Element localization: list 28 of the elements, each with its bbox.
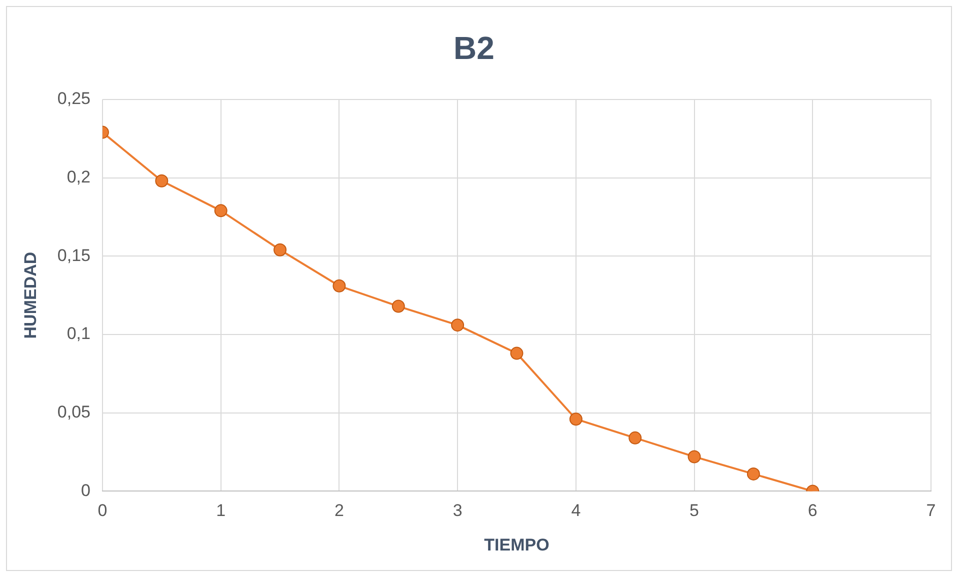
y-tick-label: 0 (81, 480, 90, 500)
point (746, 467, 760, 480)
point (274, 243, 287, 256)
y-axis-title: HUMEDAD (20, 252, 40, 339)
point (392, 300, 405, 313)
point (628, 431, 642, 444)
chart-title: B2 (454, 30, 494, 66)
y-tick-label: 0,2 (66, 167, 90, 186)
y-tick-label: 0,1 (66, 324, 90, 344)
x-tick-label: 6 (808, 501, 818, 520)
point (569, 412, 582, 426)
x-axis-title: TIEMPO (484, 535, 550, 554)
point (451, 318, 464, 332)
x-tick-label: 0 (98, 501, 108, 520)
y-tick-label: 0,05 (57, 402, 90, 422)
x-tick-label: 4 (571, 501, 581, 520)
point (214, 204, 228, 218)
point (510, 346, 524, 360)
point (688, 450, 701, 464)
y-tick-label: 0,25 (57, 89, 90, 108)
point (155, 174, 168, 188)
x-tick-label: 5 (690, 501, 700, 520)
point (332, 279, 346, 292)
x-tick-label: 2 (334, 501, 344, 520)
x-tick-label: 1 (216, 501, 226, 520)
x-tick-label: 3 (452, 501, 462, 520)
y-tick-label: 0,15 (57, 246, 90, 265)
x-tick-label: 7 (926, 501, 936, 520)
